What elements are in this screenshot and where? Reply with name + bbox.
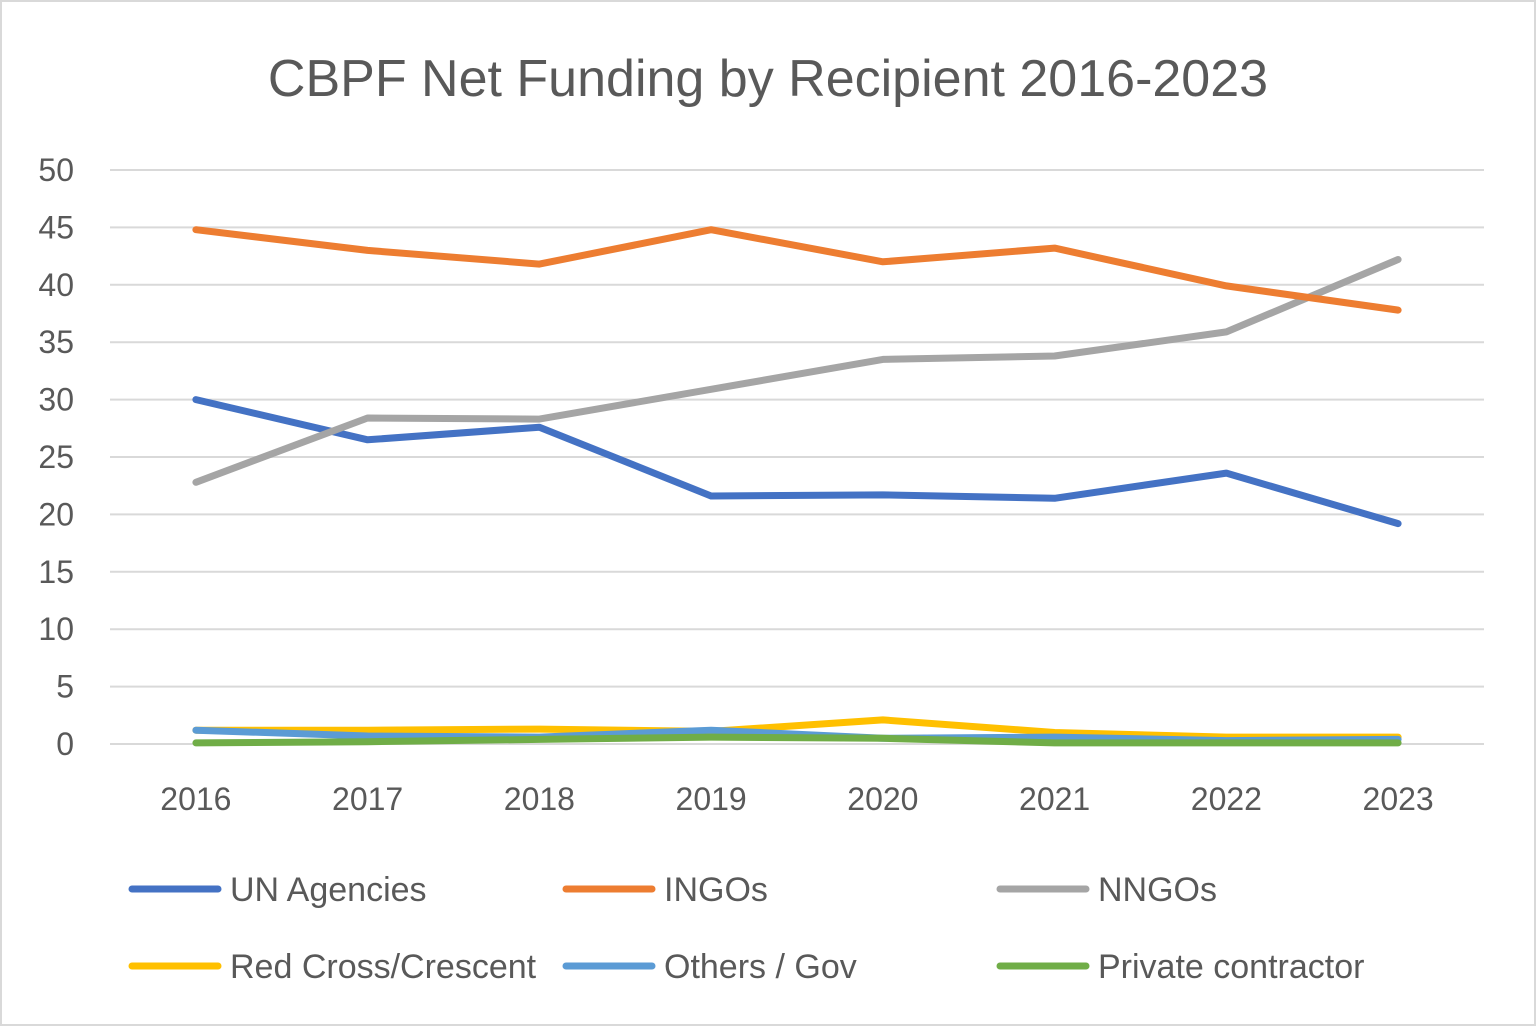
series-line-ingos [192, 226, 1402, 314]
x-tick-label: 2017 [332, 781, 403, 817]
y-tick-label: 30 [38, 382, 74, 418]
x-tick-label: 2022 [1191, 781, 1262, 817]
legend-item-ingos: INGOs [562, 871, 768, 909]
y-tick-label: 25 [38, 439, 74, 475]
series-lines [192, 226, 1402, 747]
x-tick-label: 2023 [1363, 781, 1434, 817]
series-line-nngos [192, 256, 1402, 486]
series-line-red-cross-crescent [192, 716, 1402, 741]
legend-item-private-contractor: Private contractor [996, 948, 1364, 986]
x-tick-label: 2016 [160, 781, 231, 817]
y-tick-label: 0 [56, 726, 74, 762]
legend-item-others-gov: Others / Gov [562, 948, 857, 986]
series-line-private-contractor [192, 733, 1402, 747]
legend-item-nngos: NNGOs [996, 871, 1217, 909]
y-tick-label: 15 [38, 554, 74, 590]
legend-item-red-cross-crescent: Red Cross/Crescent [128, 948, 537, 986]
y-tick-label: 35 [38, 324, 74, 360]
legend-item-un-agencies: UN Agencies [128, 871, 427, 909]
y-tick-label: 50 [38, 152, 74, 188]
x-axis-ticks: 2016 2017 2018 2019 2020 2021 2022 2023 [160, 781, 1433, 817]
legend-label: INGOs [664, 871, 768, 909]
legend: UN Agencies INGOs NNGOs Red Cross/Crescent O… [128, 871, 1364, 986]
y-tick-label: 40 [38, 267, 74, 303]
x-tick-label: 2021 [1019, 781, 1090, 817]
y-tick-label: 10 [38, 611, 74, 647]
gridlines [110, 169, 1484, 745]
y-axis-ticks: 0 5 10 15 20 25 30 35 40 45 50 [38, 152, 74, 762]
legend-label: Red Cross/Crescent [230, 948, 537, 986]
legend-label: Others / Gov [664, 948, 857, 986]
x-tick-label: 2020 [847, 781, 918, 817]
legend-label: UN Agencies [230, 871, 427, 909]
series-line-un-agencies [192, 396, 1402, 528]
x-tick-label: 2018 [504, 781, 575, 817]
x-tick-label: 2019 [676, 781, 747, 817]
legend-label: NNGOs [1098, 871, 1217, 909]
y-tick-label: 45 [38, 209, 74, 245]
chart-title: CBPF Net Funding by Recipient 2016-2023 [268, 50, 1268, 108]
y-tick-label: 5 [56, 669, 74, 705]
y-tick-label: 20 [38, 496, 74, 532]
legend-label: Private contractor [1098, 948, 1364, 986]
